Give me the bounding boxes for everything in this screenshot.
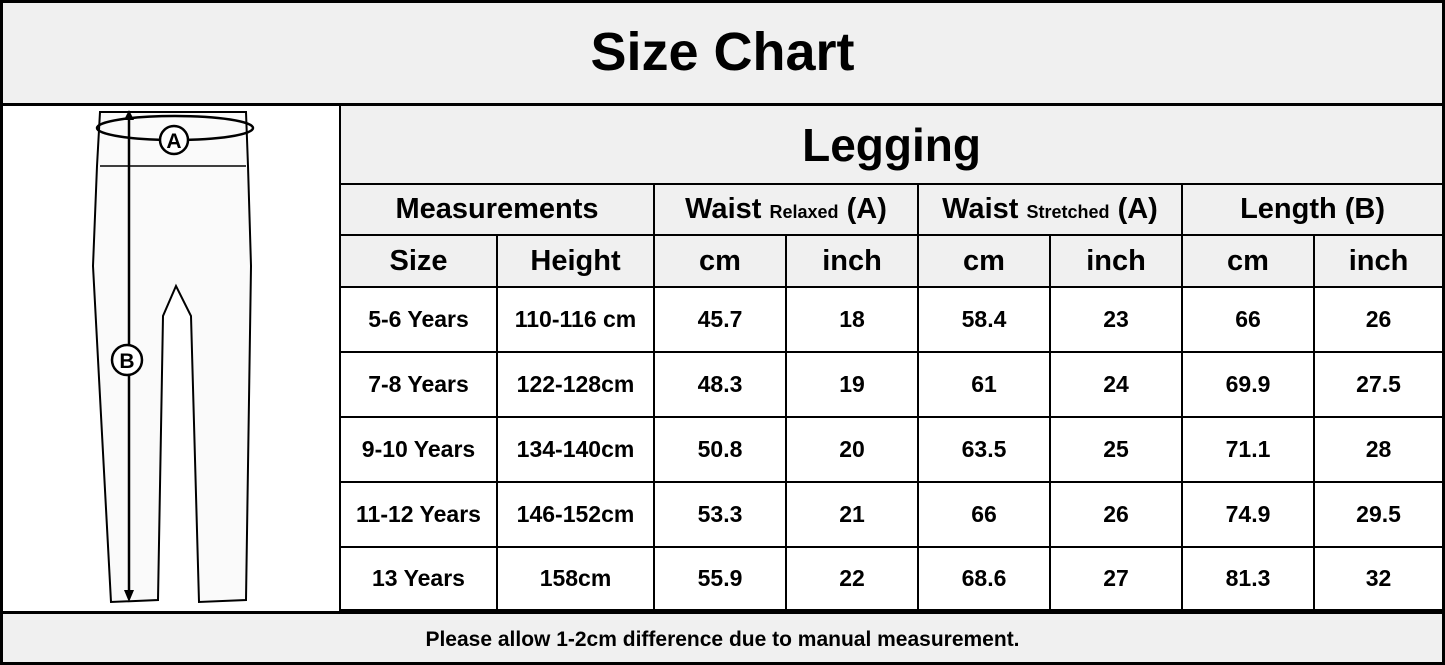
label-b: B (119, 350, 134, 373)
table-cell: 22 (785, 546, 919, 611)
table-cell: 134-140cm (496, 416, 655, 483)
table-cell: 53.3 (653, 481, 787, 548)
header-measurements: Measurements (339, 183, 655, 236)
size-table: Legging Measurements Waist Relaxed (A) W… (338, 106, 1445, 611)
column-header: cm (1181, 234, 1315, 288)
table-cell: 68.6 (917, 546, 1051, 611)
table-cell: 110-116 cm (496, 286, 655, 353)
table-cell: 21 (785, 481, 919, 548)
table-cell: 158cm (496, 546, 655, 611)
table-cell: 27 (1049, 546, 1183, 611)
table-cell: 58.4 (917, 286, 1051, 353)
table-cell: 9-10 Years (339, 416, 498, 483)
column-header: Size (339, 234, 498, 288)
table-cell: 45.7 (653, 286, 787, 353)
table-cell: 63.5 (917, 416, 1051, 483)
table-row: 9-10 Years 134-140cm 50.8 20 63.5 25 71.1 28 (339, 416, 1445, 483)
column-header: cm (653, 234, 787, 288)
table-cell: 32 (1312, 546, 1445, 611)
table-cell: 25 (1049, 416, 1183, 483)
table-cell: 26 (1049, 481, 1183, 548)
column-header: Height (496, 234, 655, 288)
table-row: 11-12 Years 146-152cm 53.3 21 66 26 74.9 29.5 (339, 481, 1445, 548)
legging-illustration-icon: A B (91, 110, 255, 604)
column-header: inch (785, 234, 919, 288)
table-row: 5-6 Years 110-116 cm 45.7 18 58.4 23 66 26 (339, 286, 1445, 353)
table-cell: 122-128cm (496, 351, 655, 418)
table-cell: 29.5 (1312, 481, 1445, 548)
header-waist-relaxed: Waist Relaxed (A) (653, 183, 919, 236)
table-row: 7-8 Years 122-128cm 48.3 19 61 24 69.9 27.5 (339, 351, 1445, 418)
table-cell: 24 (1049, 351, 1183, 418)
page-title: Size Chart (0, 0, 1445, 106)
table-cell: 28 (1312, 416, 1445, 483)
table-cell: 26 (1312, 286, 1445, 353)
label-a: A (166, 130, 181, 153)
table-cell: 48.3 (653, 351, 787, 418)
table-cell: 74.9 (1181, 481, 1315, 548)
table-cell: 7-8 Years (339, 351, 498, 418)
table-cell: 55.9 (653, 546, 787, 611)
table-cell: 20 (785, 416, 919, 483)
table-cell: 23 (1049, 286, 1183, 353)
table-cell: 66 (917, 481, 1051, 548)
table-cell: 146-152cm (496, 481, 655, 548)
product-name: Legging (338, 106, 1445, 185)
table-cell: 18 (785, 286, 919, 353)
column-header: inch (1312, 234, 1445, 288)
table-cell: 71.1 (1181, 416, 1315, 483)
table-cell: 50.8 (653, 416, 787, 483)
legging-diagram: A B (3, 106, 339, 612)
table-cell: 5-6 Years (339, 286, 498, 353)
column-header: cm (917, 234, 1051, 288)
table-cell: 61 (917, 351, 1051, 418)
footer-note: Please allow 1-2cm difference due to man… (0, 611, 1445, 665)
table-cell: 19 (785, 351, 919, 418)
table-cell: 69.9 (1181, 351, 1315, 418)
table-cell: 13 Years (339, 546, 498, 611)
table-cell: 27.5 (1312, 351, 1445, 418)
table-cell: 66 (1181, 286, 1315, 353)
column-header: inch (1049, 234, 1183, 288)
table-cell: 11-12 Years (339, 481, 498, 548)
header-length: Length (B) (1180, 183, 1445, 236)
table-row: 13 Years 158cm 55.9 22 68.6 27 81.3 32 (339, 546, 1445, 611)
header-waist-stretched: Waist Stretched (A) (917, 183, 1183, 236)
table-cell: 81.3 (1181, 546, 1315, 611)
